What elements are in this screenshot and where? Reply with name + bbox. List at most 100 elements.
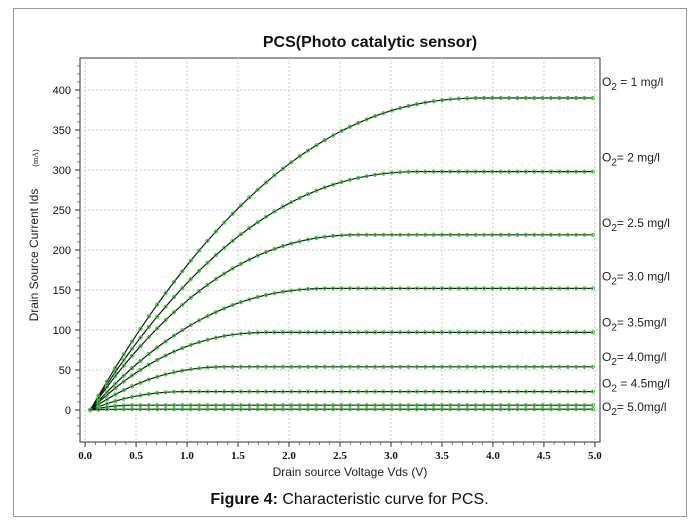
series-point — [222, 220, 227, 225]
series-point — [381, 403, 386, 408]
series-point — [540, 403, 545, 408]
series-point — [331, 389, 336, 394]
series-point — [138, 380, 143, 385]
series-point — [381, 286, 386, 291]
series-label: O2= 3.0 mg/l — [602, 269, 670, 287]
series-point — [523, 364, 528, 369]
series-label-text: = 1 mg/l — [617, 75, 663, 89]
series-point — [155, 407, 160, 412]
series-point — [255, 403, 260, 408]
series-point — [532, 389, 537, 394]
series-point — [557, 403, 562, 408]
series-point — [439, 169, 445, 174]
series-point — [506, 232, 512, 237]
series-point — [398, 389, 403, 394]
series-point — [305, 407, 311, 412]
series-point — [305, 286, 311, 292]
series-point — [347, 403, 353, 408]
series-point — [398, 286, 403, 291]
series-point — [456, 403, 461, 408]
series-label-subscript: 2 — [611, 223, 617, 234]
series-point — [155, 357, 160, 363]
series-point — [129, 373, 135, 378]
series-point — [213, 229, 218, 234]
series-point — [180, 269, 185, 274]
series-label-symbol: O — [602, 377, 611, 391]
series-point — [389, 330, 394, 335]
series-point — [481, 407, 487, 412]
series-point — [498, 232, 503, 237]
series-point — [532, 95, 537, 101]
x-tick-label: 5.0 — [588, 450, 602, 462]
series-point — [188, 258, 193, 263]
series-point — [506, 169, 512, 174]
series-point — [155, 403, 160, 408]
series-point — [381, 364, 386, 369]
series-point — [490, 403, 495, 408]
series-point — [574, 407, 579, 412]
series-point — [146, 351, 151, 357]
series-point — [381, 389, 386, 394]
series-point — [339, 364, 344, 369]
series-point — [264, 389, 269, 394]
series-point — [364, 117, 369, 122]
series-point — [314, 286, 319, 291]
series-point — [481, 389, 487, 394]
series-point — [146, 407, 151, 412]
series-point — [356, 286, 361, 291]
series-point — [465, 286, 470, 291]
series-point — [339, 330, 344, 335]
series-point — [305, 364, 311, 369]
series-point — [163, 317, 168, 323]
series-point — [498, 407, 503, 412]
series-point — [565, 286, 570, 291]
series-point — [557, 232, 562, 237]
series-point — [356, 407, 361, 412]
series-point — [255, 187, 260, 192]
series-label: O2 = 1 mg/l — [602, 75, 663, 93]
series-point — [205, 238, 210, 243]
series-point — [272, 209, 277, 214]
series-point — [146, 314, 151, 319]
series-point — [389, 389, 394, 394]
series-point — [113, 385, 118, 391]
series-point — [121, 403, 126, 408]
series-point — [146, 403, 151, 408]
series-point — [540, 364, 545, 369]
series-point — [557, 169, 562, 174]
series-point — [448, 286, 453, 291]
series-point — [414, 286, 420, 291]
series-point — [498, 169, 503, 174]
series-point — [305, 403, 311, 408]
series-point — [347, 330, 353, 335]
series-point — [171, 370, 177, 375]
series-point — [423, 364, 428, 369]
series-point — [481, 403, 487, 408]
series-point — [532, 232, 537, 237]
series-point — [255, 220, 260, 225]
series-point — [439, 403, 445, 408]
series-point — [314, 403, 319, 408]
series-point — [364, 389, 369, 394]
series-point — [548, 403, 554, 408]
series-point — [121, 407, 126, 412]
series-point — [272, 403, 277, 408]
series-label-symbol: O — [602, 151, 611, 165]
series-point — [473, 95, 478, 101]
series-point — [515, 286, 520, 291]
series-point — [540, 330, 545, 335]
series-point — [314, 235, 319, 241]
series-point — [372, 407, 378, 412]
series-point — [364, 364, 369, 369]
series-point — [398, 403, 403, 408]
series-point — [356, 120, 361, 126]
series-point — [515, 330, 520, 335]
y-tick-label: 200 — [53, 245, 71, 257]
series-point — [548, 232, 554, 237]
series-point — [146, 324, 151, 330]
series-point — [473, 389, 478, 394]
series-point — [297, 389, 302, 394]
series-point — [372, 114, 378, 119]
series-point — [456, 96, 461, 101]
series-point — [305, 192, 311, 197]
